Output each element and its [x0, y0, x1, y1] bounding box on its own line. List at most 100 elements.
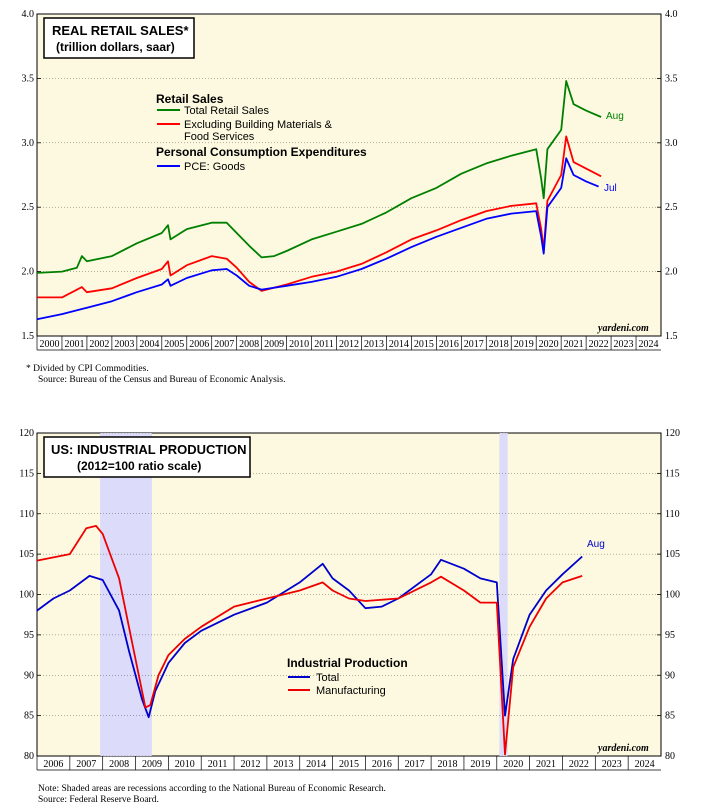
x-tick-2021: 2021 [536, 759, 556, 770]
chart-2-series [36, 525, 583, 756]
x-tick-2016: 2016 [372, 759, 392, 770]
x-tick-2014: 2014 [306, 759, 326, 770]
series-line-manufacturing [36, 525, 583, 756]
chart-1-series [36, 80, 602, 321]
y-tick-right-90: 90 [665, 670, 675, 681]
x-tick-2020: 2020 [539, 339, 559, 350]
end-label-aug-ip: Aug [587, 539, 605, 550]
y-tick-right-3.5: 3.5 [665, 73, 678, 84]
x-tick-2001: 2001 [64, 339, 84, 350]
y-tick-left-3.0: 3.0 [22, 138, 35, 149]
chart-1-gridlines [37, 13, 661, 337]
x-tick-2022: 2022 [589, 339, 609, 350]
legend-label-manufacturing: Manufacturing [316, 685, 386, 697]
y-tick-left-85: 85 [24, 711, 34, 722]
chart-1-legend: Retail Sales Total Retail Sales Excludin… [156, 92, 367, 173]
x-tick-2016: 2016 [439, 339, 459, 350]
series-line-pce-goods [36, 157, 599, 321]
y-tick-left-100: 100 [19, 590, 34, 601]
x-tick-2007: 2007 [214, 339, 234, 350]
x-tick-2012: 2012 [339, 339, 359, 350]
legend-heading-industrial: Industrial Production [287, 656, 408, 670]
x-tick-2022: 2022 [569, 759, 589, 770]
y-tick-left-2.5: 2.5 [22, 202, 35, 213]
legend-label-excluding: Excluding Building Materials & Food Serv… [184, 119, 335, 143]
x-tick-2009: 2009 [142, 759, 162, 770]
y-tick-left-80: 80 [24, 751, 34, 762]
y-tick-left-2.0: 2.0 [22, 267, 35, 278]
x-tick-2021: 2021 [564, 339, 584, 350]
x-tick-2015: 2015 [414, 339, 434, 350]
x-tick-2018: 2018 [489, 339, 509, 350]
legend-heading-pce: Personal Consumption Expenditures [156, 145, 367, 159]
legend-heading-retail-sales: Retail Sales [156, 92, 224, 106]
x-tick-2012: 2012 [240, 759, 260, 770]
chart-2-subtitle: (2012=100 ratio scale) [77, 459, 201, 473]
x-tick-2024: 2024 [639, 339, 659, 350]
legend-label-total: Total [316, 672, 339, 684]
y-tick-right-115: 115 [665, 468, 680, 479]
chart-2-gridlines [37, 432, 661, 757]
y-tick-right-95: 95 [665, 630, 675, 641]
x-tick-2017: 2017 [464, 339, 484, 350]
note-top-1: * Divided by CPI Commodities. [26, 364, 149, 374]
x-tick-2019: 2019 [514, 339, 534, 350]
y-tick-left-110: 110 [19, 509, 34, 520]
y-tick-right-4.0: 4.0 [665, 9, 678, 20]
x-tick-2024: 2024 [635, 759, 655, 770]
x-tick-2006: 2006 [189, 339, 209, 350]
chart-1: 1.5 1.5 2.0 2.0 2.5 2.5 3.0 3.0 3.5 3.5 4.0 4.0 2000… [22, 9, 678, 351]
credit-bottom: yardeni.com [597, 743, 649, 754]
credit-top: yardeni.com [597, 323, 649, 334]
legend-label-total-retail: Total Retail Sales [184, 105, 269, 117]
chart-2-title-box: US: INDUSTRIAL PRODUCTION (2012=100 rati… [43, 436, 251, 478]
series-line-total [36, 555, 583, 719]
chart-1-plot-area [36, 13, 662, 337]
y-tick-right-85: 85 [665, 711, 675, 722]
chart-1-title: REAL RETAIL SALES* [52, 23, 189, 38]
y-tick-right-105: 105 [665, 549, 680, 560]
y-tick-right-110: 110 [665, 509, 680, 520]
x-tick-2018: 2018 [438, 759, 458, 770]
x-tick-2011: 2011 [208, 759, 228, 770]
x-tick-2007: 2007 [76, 759, 96, 770]
x-tick-2014: 2014 [389, 339, 409, 350]
x-tick-2015: 2015 [339, 759, 359, 770]
y-tick-right-1.5: 1.5 [665, 331, 678, 342]
x-tick-2023: 2023 [602, 759, 622, 770]
chart-1-title-box: REAL RETAIL SALES* (trillion dollars, sa… [43, 17, 195, 59]
y-tick-left-1.5: 1.5 [22, 331, 35, 342]
note-top-2: Source: Bureau of the Census and Bureau … [38, 374, 285, 385]
recession-band-1 [499, 433, 508, 756]
x-tick-2008: 2008 [109, 759, 129, 770]
y-tick-right-2.5: 2.5 [665, 202, 678, 213]
y-tick-left-105: 105 [19, 549, 34, 560]
x-tick-2011: 2011 [314, 339, 334, 350]
x-tick-2009: 2009 [264, 339, 284, 350]
series-line-total-retail-sales [36, 80, 602, 274]
chart-2-title: US: INDUSTRIAL PRODUCTION [51, 442, 246, 457]
x-tick-2003: 2003 [114, 339, 134, 350]
x-tick-2010: 2010 [175, 759, 195, 770]
chart-2-ticks: 80 80 85 85 90 90 95 95 100 100 105 105 110 110 115 115… [19, 428, 680, 771]
x-tick-2002: 2002 [89, 339, 109, 350]
end-label-jul-pce: Jul [604, 183, 617, 194]
x-tick-2006: 2006 [43, 759, 63, 770]
y-tick-right-3.0: 3.0 [665, 138, 678, 149]
y-tick-right-2.0: 2.0 [665, 267, 678, 278]
x-tick-2019: 2019 [470, 759, 490, 770]
note-bottom-2: Source: Federal Reserve Board. [38, 795, 159, 805]
y-tick-right-100: 100 [665, 590, 680, 601]
chart-1-subtitle: (trillion dollars, saar) [56, 40, 175, 54]
x-tick-2013: 2013 [273, 759, 293, 770]
y-tick-right-80: 80 [665, 751, 675, 762]
x-tick-2023: 2023 [614, 339, 634, 350]
y-tick-left-95: 95 [24, 630, 34, 641]
end-label-aug-retail: Aug [606, 111, 624, 122]
x-tick-2004: 2004 [139, 339, 159, 350]
note-bottom-1: Note: Shaded areas are recessions accord… [38, 783, 386, 794]
chart-2: 80 80 85 85 90 90 95 95 100 100 105 105 110 110 115 115… [19, 428, 680, 771]
x-tick-2010: 2010 [289, 339, 309, 350]
y-tick-right-120: 120 [665, 428, 680, 439]
